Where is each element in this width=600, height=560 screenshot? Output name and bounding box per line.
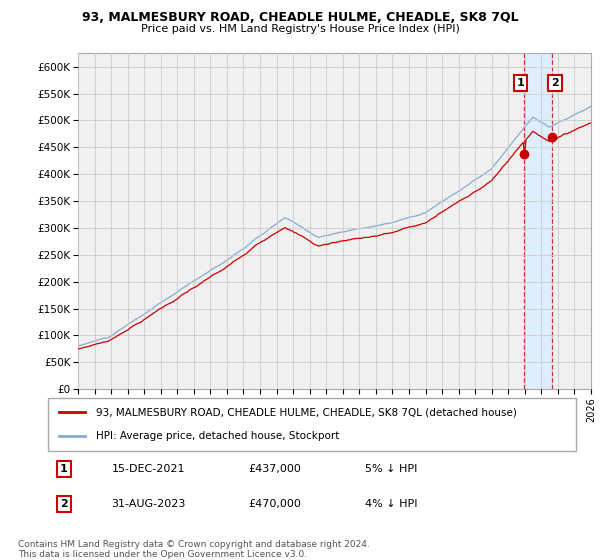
Text: 93, MALMESBURY ROAD, CHEADLE HULME, CHEADLE, SK8 7QL: 93, MALMESBURY ROAD, CHEADLE HULME, CHEA…: [82, 11, 518, 24]
Text: 2: 2: [551, 78, 559, 88]
Text: Price paid vs. HM Land Registry's House Price Index (HPI): Price paid vs. HM Land Registry's House …: [140, 24, 460, 34]
Text: 5% ↓ HPI: 5% ↓ HPI: [365, 464, 417, 474]
Text: 93, MALMESBURY ROAD, CHEADLE HULME, CHEADLE, SK8 7QL (detached house): 93, MALMESBURY ROAD, CHEADLE HULME, CHEA…: [95, 408, 517, 418]
Text: HPI: Average price, detached house, Stockport: HPI: Average price, detached house, Stoc…: [95, 431, 339, 441]
Text: 2: 2: [60, 499, 68, 509]
Text: Contains HM Land Registry data © Crown copyright and database right 2024.
This d: Contains HM Land Registry data © Crown c…: [18, 540, 370, 559]
Text: 15-DEC-2021: 15-DEC-2021: [112, 464, 185, 474]
Text: 31-AUG-2023: 31-AUG-2023: [112, 499, 186, 509]
Text: 1: 1: [517, 78, 524, 88]
Text: 1: 1: [60, 464, 68, 474]
FancyBboxPatch shape: [48, 398, 576, 451]
Text: £470,000: £470,000: [248, 499, 302, 509]
Text: 4% ↓ HPI: 4% ↓ HPI: [365, 499, 418, 509]
Text: £437,000: £437,000: [248, 464, 302, 474]
Bar: [524, 53, 551, 389]
